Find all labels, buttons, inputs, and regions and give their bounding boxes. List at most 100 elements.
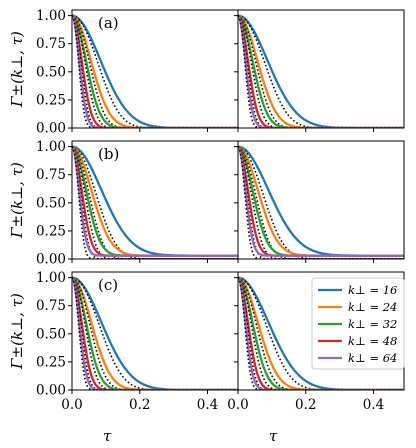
curves: [238, 145, 404, 259]
y-tick-label: 0.00: [36, 121, 66, 137]
panel-1-1: 0.00 0.25 0.50 0.75 1.00 (a): [36, 8, 239, 137]
series-line-k24: [238, 14, 404, 128]
legend-entry: k⊥ = 24: [348, 300, 397, 314]
y-tick-label: 0.50: [36, 326, 66, 342]
x-tick-label: 0.2: [129, 397, 150, 413]
series-line-k16: [238, 145, 404, 257]
y-tick-label: 0.25: [36, 92, 66, 108]
series-line-k16: [72, 145, 238, 257]
fit-line-k64: [238, 15, 404, 128]
y-tick-label: 0.75: [36, 36, 66, 52]
series-line-k48: [238, 14, 404, 128]
series-line-k16: [238, 14, 404, 128]
fit-line-k32: [72, 276, 238, 390]
fit-line-k24: [72, 276, 238, 390]
panel-frame: [71, 9, 239, 129]
y-axis-label: Γ±(k⊥, τ): [8, 162, 26, 239]
y-axis-label: Γ±(k⊥, τ): [8, 31, 26, 108]
legend-frame: [311, 277, 405, 370]
panel-1-2: [234, 9, 405, 132]
fit-line-k64: [72, 15, 238, 128]
y-tick-label: 1.00: [36, 139, 66, 155]
panel-2-1: 0.00 0.25 0.50 0.75 1.00 (b): [36, 139, 239, 268]
series-line-k24: [72, 276, 238, 390]
fit-line-k16: [72, 14, 238, 128]
x-tick-label: 0.4: [197, 397, 218, 413]
y-tick-label: 0.00: [36, 252, 66, 268]
fit-line-k48: [72, 14, 238, 128]
series-line-k64: [238, 14, 404, 128]
legend: k⊥ = 16 k⊥ = 24 k⊥ = 32 k⊥ = 48 k⊥ = 64: [311, 277, 405, 370]
panel-label-c: (c): [98, 276, 118, 294]
y-tick-label: 0.00: [36, 383, 66, 399]
y-tick-label: 0.75: [36, 298, 66, 314]
curves: [72, 145, 238, 259]
x-tick-label: 0.2: [295, 397, 316, 413]
series-line-k24: [238, 145, 404, 257]
labels-group: Γ±(k⊥, τ) Γ±(k⊥, τ) Γ±(k⊥, τ) τ τ: [8, 31, 278, 445]
panels-group: 0.00 0.25 0.50 0.75 1.00 (a) 0.00 0.25 0.50 0.75 1…: [36, 8, 405, 413]
series-line-k48: [72, 276, 238, 390]
fit-line-k48: [72, 276, 238, 390]
y-tick-label: 1.00: [36, 8, 66, 24]
panel-2-2: [234, 140, 405, 263]
y-tick-label: 0.50: [36, 195, 66, 211]
fit-line-k48: [238, 145, 404, 259]
fit-line-k16: [238, 14, 404, 128]
fit-line-k64: [238, 146, 404, 259]
panel-frame: [237, 9, 405, 129]
series-line-k16: [72, 276, 238, 390]
fit-line-k48: [238, 14, 404, 128]
panel-frame: [237, 140, 405, 260]
series-line-k16: [72, 14, 238, 128]
fit-line-k48: [72, 145, 238, 259]
series-line-k32: [72, 14, 238, 128]
fit-line-k24: [238, 145, 404, 259]
fit-line-k24: [72, 145, 238, 259]
curves: [238, 14, 404, 128]
y-tick-label: 0.25: [36, 223, 66, 239]
curves: [72, 276, 238, 390]
y-axis-label: Γ±(k⊥, τ): [8, 293, 26, 370]
legend-entry: k⊥ = 64: [348, 351, 397, 365]
series-line-k64: [72, 14, 238, 128]
fit-line-k64: [72, 277, 238, 390]
fit-line-k32: [72, 145, 238, 259]
legend-entry: k⊥ = 48: [348, 334, 397, 348]
series-line-k48: [238, 145, 404, 257]
series-line-k32: [238, 276, 404, 390]
fit-line-k32: [238, 276, 404, 390]
fit-line-k32: [238, 145, 404, 259]
series-line-k32: [238, 14, 404, 128]
fit-line-k64: [72, 146, 238, 259]
y-tick-label: 0.75: [36, 167, 66, 183]
legend-entry: k⊥ = 16: [348, 283, 397, 297]
panel-label-b: (b): [98, 145, 119, 163]
legend-entry: k⊥ = 32: [348, 317, 397, 331]
series-line-k32: [238, 145, 404, 257]
fit-line-k16: [72, 276, 238, 390]
fit-line-k24: [238, 14, 404, 128]
x-tick-label: 0.0: [61, 397, 82, 413]
x-tick-label: 0.0: [227, 397, 248, 413]
panel-3-1: 0.00 0.25 0.50 0.75 1.00 0.0 0.2 0.4 (c): [36, 270, 239, 413]
panel-frame: [71, 271, 239, 391]
curves: [72, 14, 238, 128]
series-line-k32: [72, 145, 238, 257]
x-axis-label: τ: [269, 427, 278, 445]
x-tick-label: 0.4: [363, 397, 384, 413]
series-line-k48: [238, 276, 404, 390]
series-line-k64: [72, 276, 238, 390]
y-tick-label: 1.00: [36, 270, 66, 286]
series-line-k32: [72, 276, 238, 390]
series-line-k64: [72, 145, 238, 257]
series-line-k64: [238, 145, 404, 257]
panel-3-2: 0.0 0.2 0.4k⊥ = 16k⊥ = 24k⊥ = 32k⊥ = 48k⊥ …: [227, 271, 405, 413]
fit-line-k32: [238, 14, 404, 128]
fit-line-k16: [238, 145, 404, 259]
panel-frame: [71, 140, 239, 260]
series-line-k16: [238, 276, 404, 390]
fit-line-k16: [72, 145, 238, 259]
y-tick-label: 0.50: [36, 64, 66, 80]
